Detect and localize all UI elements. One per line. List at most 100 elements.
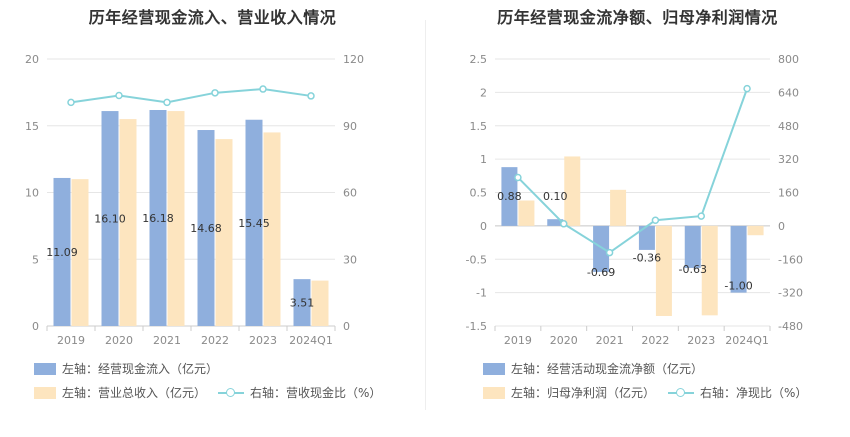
line-series-ratio <box>517 88 749 254</box>
bar-right-secondary <box>747 225 764 236</box>
right-axis-tick: 0 <box>343 320 350 333</box>
right-axis-tick: -160 <box>778 253 803 266</box>
chart-left: 历年经营现金流入、营业收入情况 0 0 5 30 10 60 15 90 20 120 2019 20… <box>25 8 381 401</box>
right-axis-tick: 640 <box>778 86 799 99</box>
bar-left-primary <box>101 111 119 326</box>
x-axis-tick-label: 2019 <box>504 334 532 347</box>
legend-label: 右轴：净现比（%） <box>700 386 808 400</box>
bar-left-primary <box>149 109 167 326</box>
bar-left-primary <box>53 177 71 326</box>
right-axis-tick: 120 <box>343 53 364 66</box>
legend-label: 左轴：归母净利润（亿元） <box>511 386 656 400</box>
bar-right-primary <box>501 167 518 226</box>
x-axis-tick-label: 2024Q1 <box>725 334 769 347</box>
bar-right-secondary <box>518 200 535 226</box>
line-point <box>514 173 522 182</box>
bar-data-label: -0.69 <box>587 266 615 279</box>
legend-swatch-line <box>668 387 694 399</box>
bar-left-primary <box>245 119 263 327</box>
bar-left-primary <box>293 279 311 326</box>
bar-right-secondary <box>610 189 627 226</box>
right-axis-tick: 800 <box>778 53 799 66</box>
legend-left-cash-inflow[interactable]: 左轴：经营现金流入（亿元） <box>34 360 218 377</box>
legend-right-op-cash-net[interactable]: 左轴：经营活动现金流净额（亿元） <box>483 360 703 377</box>
bar-right-secondary <box>564 156 581 226</box>
left-axis-tick: -1 <box>476 287 487 300</box>
bar-left-secondary <box>263 132 281 326</box>
left-axis-tick: 0 <box>32 320 39 333</box>
bar-right-secondary <box>655 225 672 316</box>
bar-left-secondary <box>167 111 185 326</box>
bar-data-label: 0.88 <box>497 190 522 203</box>
right-axis-tick: 30 <box>343 253 357 266</box>
x-axis-tick-label: 2021 <box>596 334 624 347</box>
bar-data-label: 16.18 <box>142 212 174 225</box>
line-point <box>605 248 614 257</box>
right-axis-tick: -480 <box>778 320 803 333</box>
x-axis-tick-label: 2021 <box>153 334 181 347</box>
x-axis-tick-label: 2023 <box>687 334 715 347</box>
bar-left-primary <box>197 130 215 326</box>
bar-right-primary <box>638 225 655 250</box>
panel-divider <box>425 20 426 410</box>
legend-label: 左轴：营业总收入（亿元） <box>62 386 207 400</box>
legend-swatch-line <box>218 387 244 399</box>
right-axis-tick: 0 <box>778 220 785 233</box>
left-axis-tick: 0 <box>480 220 487 233</box>
x-axis-tick-label: 2022 <box>641 334 669 347</box>
legend-label: 左轴：经营现金流入（亿元） <box>62 362 219 376</box>
line-point <box>697 212 705 220</box>
legend-swatch-bar-orange <box>483 386 505 399</box>
bar-left-secondary <box>119 119 137 326</box>
bar-data-label: 3.51 <box>290 297 315 310</box>
line-point <box>560 220 568 228</box>
chart-right: 历年经营现金流净额、归母净利润情况 -1.5 -480 -1 -320 -0.5 -160… <box>425 0 850 437</box>
legend-label: 右轴：营收现金比（%） <box>250 386 382 400</box>
chart-left-plot: 0 0 5 30 10 60 15 90 20 120 2019 2020 2021 2022 2023 20… <box>25 53 364 347</box>
line-point <box>307 92 315 100</box>
legend-right-net-profit[interactable]: 左轴：归母净利润（亿元） <box>483 384 655 401</box>
line-point <box>259 85 267 93</box>
left-axis-tick: 20 <box>25 53 39 66</box>
x-axis-tick-label: 2019 <box>57 334 85 347</box>
legend-swatch-bar-blue <box>34 362 56 375</box>
bar-left-secondary <box>71 179 89 326</box>
bar-data-label: -0.63 <box>679 263 707 276</box>
right-axis-tick: 480 <box>778 120 799 133</box>
legend-left-ratio[interactable]: 右轴：营收现金比（%） <box>218 384 381 401</box>
bar-data-label: -1.00 <box>724 279 752 292</box>
legend-label: 左轴：经营活动现金流净额（亿元） <box>511 362 704 376</box>
legend-swatch-bar-blue <box>483 362 505 375</box>
legend-left-revenue[interactable]: 左轴：营业总收入（亿元） <box>34 384 206 401</box>
left-axis-tick: 1.5 <box>470 120 488 133</box>
line-series-ratio <box>70 88 312 104</box>
left-axis-tick: 10 <box>25 187 39 200</box>
right-axis-tick: -320 <box>778 287 803 300</box>
bar-right-primary <box>730 225 747 293</box>
chart-right-plot: -1.5 -480 -1 -320 -0.5 -160 0 0 0.5 160 1 320 1.5 480… <box>466 53 803 347</box>
left-axis-tick: 15 <box>25 120 39 133</box>
legend-right-ratio[interactable]: 右轴：净现比（%） <box>668 384 807 401</box>
legend-swatch-bar-orange <box>34 386 56 399</box>
left-axis-tick: -0.5 <box>466 253 487 266</box>
bar-data-label: 16.10 <box>94 213 126 226</box>
bar-data-label: 11.09 <box>46 246 78 259</box>
line-point <box>211 89 219 97</box>
x-axis-tick-label: 2020 <box>105 334 133 347</box>
left-axis-tick: -1.5 <box>466 320 487 333</box>
bar-right-primary <box>547 219 564 226</box>
bar-data-label: 15.45 <box>238 217 270 230</box>
x-axis-tick-label: 2022 <box>201 334 229 347</box>
left-axis-tick: 2.5 <box>470 53 488 66</box>
left-axis-tick: 0.5 <box>470 187 488 200</box>
line-point <box>67 98 75 107</box>
left-axis-tick: 1 <box>480 153 487 166</box>
line-point <box>163 98 171 107</box>
right-axis-tick: 90 <box>343 120 357 133</box>
bar-right-secondary <box>701 225 718 316</box>
bar-data-label: 0.10 <box>543 190 568 203</box>
bar-left-secondary <box>311 280 329 326</box>
chart-right-title: 历年经营现金流净额、归母净利润情况 <box>497 8 778 27</box>
bar-right-primary <box>684 225 701 268</box>
x-axis-tick-label: 2020 <box>550 334 578 347</box>
